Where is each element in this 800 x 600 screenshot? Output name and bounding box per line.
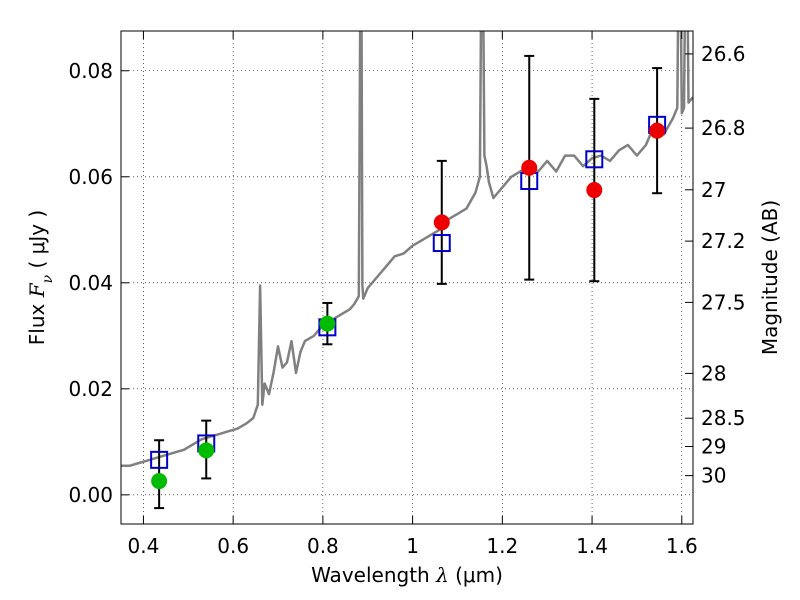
- model-point-square: [150, 450, 169, 469]
- plot-area: [121, 31, 693, 524]
- observed-point-green: [319, 315, 336, 332]
- grid: [121, 31, 693, 524]
- y-axis-title-subscript: ν: [40, 274, 56, 283]
- y-axis-title-unit: ( μJy ): [25, 210, 49, 275]
- y2-tick-label: 27.2: [701, 229, 746, 253]
- y2-tick-label: 30: [701, 464, 726, 488]
- observed-point-green: [151, 473, 168, 490]
- spectrum-line: [121, 31, 693, 467]
- model-point-square: [432, 234, 451, 253]
- y-tick-label: 0.04: [68, 271, 113, 295]
- y-tick-label: 0.00: [68, 483, 113, 507]
- y2-tick-label: 28: [701, 361, 726, 385]
- x-tick-label: 1: [406, 534, 419, 558]
- model-point-square: [585, 150, 604, 169]
- y-axis-title-symbol: F: [25, 282, 49, 298]
- x-axis-title-symbol: λ: [435, 563, 449, 587]
- y2-tick-label: 26.8: [701, 116, 746, 140]
- x-axis-title: Wavelength λ (μm): [311, 563, 503, 587]
- y2-tick-label: 26.6: [701, 42, 746, 66]
- marker-layer: [150, 115, 667, 490]
- observed-point-red: [649, 122, 666, 139]
- y-tick-label: 0.06: [68, 165, 113, 189]
- observed-point-red: [433, 214, 450, 231]
- observed-point-green: [198, 442, 215, 459]
- y2-tick-label: 27.5: [701, 290, 746, 314]
- y-axis-title-prefix: Flux: [25, 297, 49, 345]
- observed-point-red: [521, 159, 538, 176]
- x-tick-label: 1.6: [666, 534, 698, 558]
- y-axis-title: Flux Fν ( μJy ): [25, 210, 56, 345]
- x-tick-label: 1.2: [486, 534, 518, 558]
- y-tick-label: 0.08: [68, 59, 113, 83]
- y2-axis-title: Magnitude (AB): [758, 200, 782, 355]
- tick-layer: 0.4 0.6 0.8 1 1.2 1.4 1.6 0.00 0.02 0.04 0.06 0.08 2…: [68, 31, 746, 558]
- x-tick-label: 0.4: [128, 534, 160, 558]
- plot-frame: [120, 30, 694, 525]
- x-tick-label: 0.8: [307, 534, 339, 558]
- x-axis-title-prefix: Wavelength: [311, 563, 436, 587]
- y-tick-label: 0.02: [68, 377, 113, 401]
- spectrum-layer: [121, 31, 693, 467]
- x-tick-label: 1.4: [576, 534, 608, 558]
- x-tick-label: 0.6: [217, 534, 249, 558]
- x-axis-title-unit: (μm): [449, 563, 503, 587]
- y2-tick-label: 28.5: [701, 406, 746, 430]
- observed-point-red: [586, 182, 603, 199]
- y2-tick-label: 27: [701, 178, 726, 202]
- y2-tick-label: 29: [701, 434, 726, 458]
